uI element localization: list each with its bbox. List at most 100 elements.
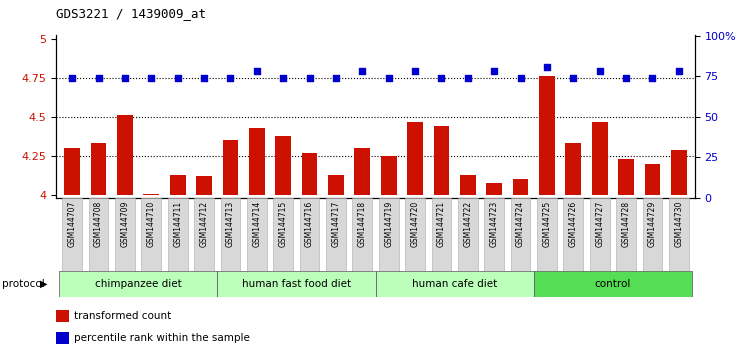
Bar [56,332,68,344]
FancyBboxPatch shape [643,198,662,271]
Bar [592,121,608,195]
Text: GSM144707: GSM144707 [68,200,77,247]
Text: GSM144712: GSM144712 [200,200,209,246]
Bar [91,143,107,195]
Bar [56,309,68,322]
Bar [460,175,475,195]
Text: GSM144709: GSM144709 [120,200,129,247]
FancyBboxPatch shape [484,198,504,271]
Bar [566,143,581,195]
Bar [196,176,212,195]
FancyBboxPatch shape [326,198,345,271]
FancyBboxPatch shape [300,198,319,271]
Text: human fast food diet: human fast food diet [242,279,351,289]
Text: GSM144724: GSM144724 [516,200,525,247]
Point [251,69,263,74]
Point [436,75,448,80]
Point [145,75,157,80]
Text: percentile rank within the sample: percentile rank within the sample [74,333,249,343]
FancyBboxPatch shape [59,271,217,297]
Bar [671,150,686,195]
Text: transformed count: transformed count [74,311,170,321]
Bar [302,153,318,195]
Text: GSM144718: GSM144718 [357,200,366,246]
Point [541,64,553,69]
Text: GSM144722: GSM144722 [463,200,472,246]
Bar [539,76,555,195]
FancyBboxPatch shape [406,198,425,271]
FancyBboxPatch shape [217,271,376,297]
Point [92,75,104,80]
Bar [644,164,660,195]
Point [647,75,659,80]
Text: GDS3221 / 1439009_at: GDS3221 / 1439009_at [56,7,207,20]
Text: GSM144727: GSM144727 [596,200,605,247]
Text: GSM144719: GSM144719 [385,200,394,247]
Point [330,75,342,80]
Text: human cafe diet: human cafe diet [412,279,497,289]
Bar [618,159,634,195]
Point [594,69,606,74]
Bar [222,140,238,195]
FancyBboxPatch shape [273,198,293,271]
Bar [433,126,449,195]
Text: GSM144711: GSM144711 [173,200,182,246]
Text: GSM144729: GSM144729 [648,200,657,247]
Bar [513,179,529,195]
Text: GSM144708: GSM144708 [94,200,103,247]
Point [488,69,500,74]
Point [514,75,526,80]
Point [567,75,579,80]
FancyBboxPatch shape [376,271,534,297]
FancyBboxPatch shape [458,198,478,271]
Text: GSM144725: GSM144725 [542,200,551,247]
Point [303,75,315,80]
Point [198,75,210,80]
Point [277,75,289,80]
Point [462,75,474,80]
FancyBboxPatch shape [115,198,134,271]
Point [356,69,368,74]
FancyBboxPatch shape [590,198,610,271]
Text: chimpanzee diet: chimpanzee diet [95,279,182,289]
Text: GSM144714: GSM144714 [252,200,261,247]
Bar [487,183,502,195]
FancyBboxPatch shape [563,198,584,271]
Bar [354,148,370,195]
Text: GSM144728: GSM144728 [622,200,631,246]
Text: GSM144726: GSM144726 [569,200,578,247]
Text: ▶: ▶ [40,279,47,289]
FancyBboxPatch shape [432,198,451,271]
FancyBboxPatch shape [221,198,240,271]
Point [383,75,395,80]
Point [172,75,184,80]
FancyBboxPatch shape [195,198,214,271]
Text: GSM144715: GSM144715 [279,200,288,247]
Bar [276,136,291,195]
Bar [328,175,344,195]
FancyBboxPatch shape [62,198,82,271]
Bar [381,156,397,195]
FancyBboxPatch shape [534,271,692,297]
Bar [143,194,159,195]
FancyBboxPatch shape [89,198,108,271]
Text: protocol: protocol [2,279,44,289]
Point [409,69,421,74]
FancyBboxPatch shape [379,198,399,271]
Text: GSM144716: GSM144716 [305,200,314,247]
Bar [170,175,185,195]
FancyBboxPatch shape [669,198,689,271]
Text: GSM144721: GSM144721 [437,200,446,246]
FancyBboxPatch shape [617,198,636,271]
FancyBboxPatch shape [247,198,267,271]
FancyBboxPatch shape [167,198,188,271]
FancyBboxPatch shape [352,198,372,271]
Point [225,75,237,80]
FancyBboxPatch shape [141,198,161,271]
FancyBboxPatch shape [537,198,556,271]
Text: GSM144730: GSM144730 [674,200,683,247]
Text: GSM144720: GSM144720 [411,200,420,247]
Bar [249,128,264,195]
Point [66,75,78,80]
Text: GSM144713: GSM144713 [226,200,235,247]
